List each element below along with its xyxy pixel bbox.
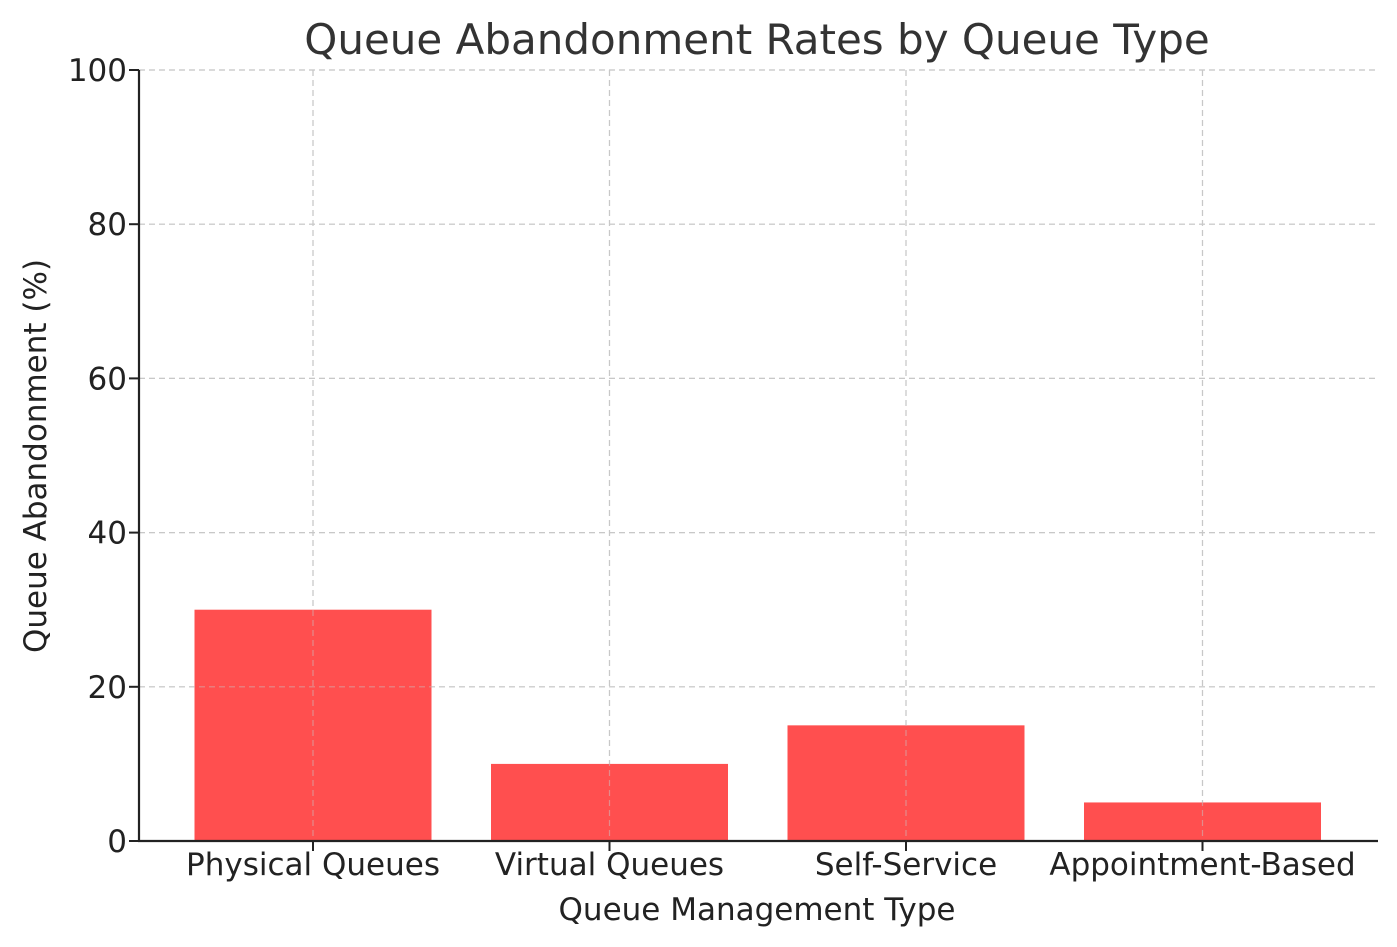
axes-layer [137, 70, 1378, 843]
y-tick-label: 0 [107, 824, 127, 860]
x-tick-label: Virtual Queues [495, 847, 724, 883]
y-axis-label: Queue Abandonment (%) [18, 259, 54, 653]
ticks-layer: 0 20 40 60 80 100 Physical Queues Virtual Queue… [68, 53, 1356, 883]
y-tick-label: 40 [88, 516, 127, 552]
bars-layer [139, 69, 1378, 841]
x-tick-label: Physical Queues [186, 847, 440, 883]
y-tick-label: 60 [88, 361, 127, 397]
chart-title: Queue Abandonment Rates by Queue Type [304, 15, 1209, 64]
x-tick-label: Appointment-Based [1049, 847, 1355, 883]
y-tick-label: 20 [88, 670, 127, 706]
y-tick-label: 100 [68, 53, 127, 89]
x-axis-label: Queue Management Type [559, 892, 956, 928]
y-tick-label: 80 [88, 207, 127, 243]
x-tick-label: Self-Service [815, 847, 997, 883]
